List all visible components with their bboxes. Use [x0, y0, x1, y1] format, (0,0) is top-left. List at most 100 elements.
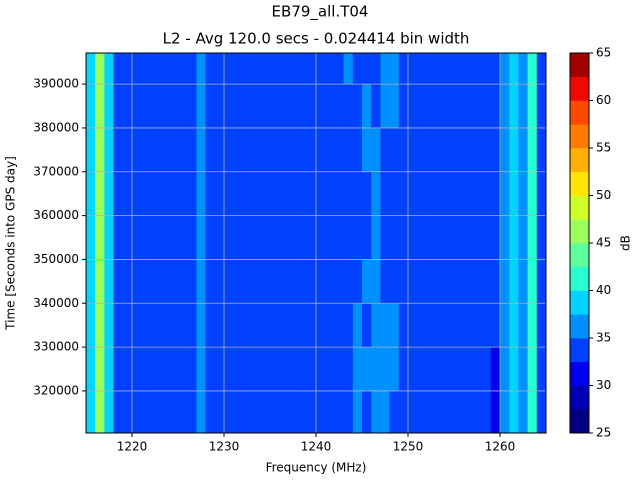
- heatmap-cell: [306, 84, 317, 129]
- heatmap-cell: [150, 390, 160, 434]
- heatmap-cell: [306, 303, 317, 348]
- heatmap-cell: [113, 84, 124, 129]
- heatmap-cell: [132, 171, 142, 217]
- heatmap-cell: [196, 259, 206, 304]
- heatmap-cell: [141, 84, 151, 129]
- heatmap-cell: [352, 127, 363, 173]
- heatmap-cell: [187, 347, 197, 392]
- heatmap-cell: [408, 127, 418, 173]
- heatmap-cell: [444, 171, 455, 217]
- heatmap-cell: [205, 259, 216, 304]
- heatmap-cell: [371, 259, 381, 304]
- heatmap-cell: [297, 303, 308, 348]
- heatmap-cell: [224, 171, 234, 217]
- heatmap-cell: [233, 215, 243, 260]
- heatmap-cell: [509, 127, 519, 173]
- heatmap-cell: [518, 127, 528, 173]
- heatmap-cell: [306, 390, 317, 434]
- heatmap-cell: [251, 84, 262, 129]
- heatmap-cell: [518, 303, 528, 348]
- heatmap-cell: [104, 84, 114, 129]
- heatmap-cell: [113, 303, 124, 348]
- x-axis-label: Frequency (MHz): [266, 461, 367, 475]
- heatmap-cell: [435, 303, 446, 348]
- heatmap-cell: [352, 347, 363, 392]
- heatmap-cell: [389, 303, 400, 348]
- heatmap-cell: [104, 53, 114, 85]
- heatmap-cell: [242, 390, 252, 434]
- heatmap-cell: [325, 390, 335, 434]
- heatmap-cell: [242, 259, 252, 304]
- heatmap-cell: [490, 127, 501, 173]
- colorbar-band: [570, 290, 589, 315]
- heatmap-cell: [288, 259, 298, 304]
- y-tick-label: 330000: [33, 340, 79, 354]
- heatmap-cell: [463, 215, 473, 260]
- heatmap-cell: [260, 215, 271, 260]
- heatmap-cell: [187, 390, 197, 434]
- heatmap-cell: [389, 215, 400, 260]
- heatmap-cell: [426, 84, 436, 129]
- heatmap-cell: [426, 390, 436, 434]
- heatmap-cell: [316, 127, 326, 173]
- heatmap-cell: [527, 127, 538, 173]
- heatmap-cell: [509, 53, 519, 85]
- heatmap-cell: [444, 259, 455, 304]
- heatmap-cell: [518, 53, 528, 85]
- heatmap-cell: [463, 259, 473, 304]
- heatmap-cell: [389, 390, 400, 434]
- heatmap-cell: [343, 259, 354, 304]
- heatmap-cell: [113, 127, 124, 173]
- x-tick-label: 1230: [209, 440, 240, 454]
- heatmap-cell: [398, 347, 409, 392]
- heatmap-cell: [472, 171, 482, 217]
- heatmap-cell: [104, 171, 114, 217]
- heatmap-cell: [132, 215, 142, 260]
- heatmap-cell: [270, 127, 280, 173]
- heatmap-cell: [95, 84, 105, 129]
- heatmap-cell: [95, 259, 105, 304]
- heatmap-cell: [371, 127, 381, 173]
- heatmap-cell: [242, 303, 252, 348]
- heatmap-cell: [362, 347, 372, 392]
- heatmap-cell: [297, 84, 308, 129]
- heatmap-cell: [352, 171, 363, 217]
- colorbar-band: [570, 361, 589, 386]
- heatmap-cell: [408, 390, 418, 434]
- heatmap-cell: [417, 347, 427, 392]
- heatmap-cell: [132, 303, 142, 348]
- heatmap-cell: [325, 84, 335, 129]
- heatmap-cell: [168, 84, 179, 129]
- heatmap-cell: [352, 390, 363, 434]
- heatmap-cell: [306, 347, 317, 392]
- heatmap-cell: [417, 171, 427, 217]
- heatmap-cell: [242, 347, 252, 392]
- heatmap-cell: [536, 171, 547, 217]
- heatmap-cell: [113, 390, 124, 434]
- colorbar-label: dB: [619, 235, 633, 251]
- heatmap-cell: [270, 53, 280, 85]
- colorbar-band: [570, 195, 589, 220]
- heatmap-cell: [463, 171, 473, 217]
- heatmap-cell: [352, 215, 363, 260]
- heatmap-cell: [325, 53, 335, 85]
- heatmap-cell: [435, 53, 446, 85]
- heatmap-cell: [472, 215, 482, 260]
- heatmap-cell: [178, 127, 188, 173]
- heatmap-cell: [316, 347, 326, 392]
- heatmap-cell: [270, 259, 280, 304]
- heatmap-cell: [233, 347, 243, 392]
- heatmap-cell: [472, 127, 482, 173]
- heatmap-cell: [95, 127, 105, 173]
- heatmap-cell: [150, 259, 160, 304]
- heatmap-cell: [500, 259, 510, 304]
- heatmap-cell: [536, 303, 547, 348]
- heatmap-cell: [279, 171, 289, 217]
- heatmap-cell: [509, 347, 519, 392]
- heatmap-cell: [150, 303, 160, 348]
- y-axis-label: Time [Seconds into GPS day]: [4, 156, 18, 331]
- y-tick-label: 350000: [33, 252, 79, 266]
- heatmap-cell: [316, 390, 326, 434]
- colorbar-band: [570, 385, 589, 410]
- heatmap-cell: [398, 259, 409, 304]
